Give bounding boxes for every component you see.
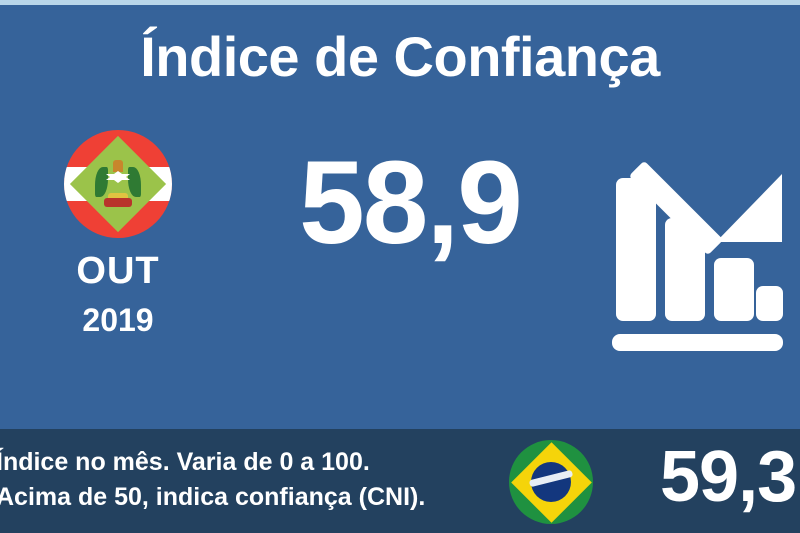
year-label: 2019 bbox=[82, 302, 154, 338]
brazil-index-value: 59,3 bbox=[660, 437, 797, 517]
footer-bar: Índice no mês. Varia de 0 a 100. Acima d… bbox=[0, 429, 800, 533]
footer-note-line-1: Índice no mês. Varia de 0 a 100. bbox=[0, 448, 370, 476]
state-period-block: OUT 2019 bbox=[18, 130, 218, 336]
arms-base-gold bbox=[108, 193, 128, 201]
arms-base-red bbox=[104, 198, 132, 207]
index-value: 58,9 bbox=[299, 137, 523, 269]
coat-of-arms-icon bbox=[95, 160, 141, 207]
santa-catarina-flag-circle-icon bbox=[64, 130, 172, 238]
main-content: OUT 2019 58,9 bbox=[0, 108, 800, 428]
arms-crest bbox=[113, 160, 123, 172]
brazil-flag-circle-icon bbox=[509, 440, 593, 524]
declining-bar-chart-arrow-down-icon bbox=[610, 146, 785, 376]
arms-star bbox=[106, 171, 130, 184]
footer-note: Índice no mês. Varia de 0 a 100. Acima d… bbox=[0, 445, 516, 514]
footer-note-line-2: Acima de 50, indica confiança (CNI). bbox=[0, 482, 426, 511]
arms-leaf-left bbox=[95, 167, 108, 197]
top-edge-strip bbox=[0, 0, 800, 5]
page-title: Índice de Confiança bbox=[140, 25, 660, 88]
month-label: OUT bbox=[76, 250, 160, 292]
